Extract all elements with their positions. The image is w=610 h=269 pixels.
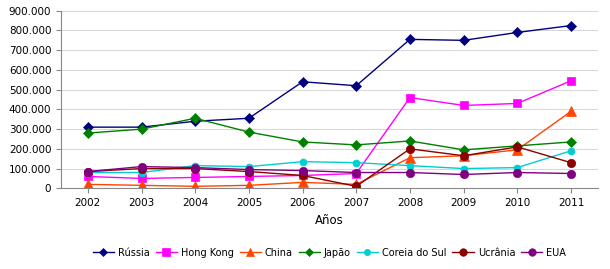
Japão [460,148,467,151]
Coreia do Sul [84,171,92,174]
EUA [353,171,360,174]
Ucrânia [299,174,306,177]
China [514,148,521,151]
Line: EUA: EUA [84,162,575,179]
Japão [406,139,414,143]
Ucrânia [514,145,521,148]
Line: Ucrânia: Ucrânia [84,143,575,190]
Coreia do Sul [406,164,414,167]
Rússia [460,39,467,42]
Line: China: China [83,107,576,191]
Line: Hong Kong: Hong Kong [84,77,575,183]
Coreia do Sul [299,160,306,163]
EUA [192,166,199,169]
Ucrânia [353,185,360,188]
Rússia [514,31,521,34]
Rússia [192,120,199,123]
China [299,181,306,184]
Japão [192,117,199,120]
Ucrânia [192,167,199,170]
China [138,184,145,187]
Japão [299,140,306,144]
Y-axis label: Toneladas: Toneladas [0,70,3,129]
EUA [567,172,575,175]
China [245,184,253,187]
Ucrânia [245,170,253,173]
China [406,156,414,159]
Coreia do Sul [192,164,199,167]
EUA [84,170,92,173]
EUA [406,171,414,174]
Hong Kong [567,79,575,82]
Hong Kong [192,176,199,179]
Coreia do Sul [567,149,575,153]
China [460,154,467,157]
Rússia [299,80,306,83]
Japão [138,128,145,131]
Coreia do Sul [353,161,360,164]
Rússia [84,126,92,129]
Line: Japão: Japão [84,115,575,153]
Line: Coreia do Sul: Coreia do Sul [84,147,575,176]
Coreia do Sul [460,167,467,170]
Japão [84,132,92,135]
Hong Kong [245,175,253,178]
Rússia [353,84,360,87]
Ucrânia [406,147,414,150]
Hong Kong [299,174,306,177]
China [192,185,199,188]
EUA [245,168,253,171]
Coreia do Sul [514,166,521,169]
Rússia [245,117,253,120]
Hong Kong [138,177,145,180]
Hong Kong [514,102,521,105]
Rússia [406,38,414,41]
China [353,183,360,186]
Hong Kong [406,96,414,99]
Ucrânia [84,170,92,173]
China [84,183,92,186]
Hong Kong [84,175,92,178]
Hong Kong [353,172,360,175]
Hong Kong [460,104,467,107]
Ucrânia [567,161,575,164]
EUA [460,173,467,176]
X-axis label: Años: Años [315,214,344,226]
Coreia do Sul [138,171,145,174]
EUA [299,169,306,172]
Ucrânia [460,154,467,157]
Japão [567,140,575,144]
Legend: Rússia, Hong Kong, China, Japão, Coreia do Sul, Ucrânia, EUA: Rússia, Hong Kong, China, Japão, Coreia … [89,244,570,261]
Japão [514,144,521,147]
Ucrânia [138,167,145,170]
Japão [245,130,253,134]
Rússia [138,126,145,129]
Japão [353,143,360,147]
Coreia do Sul [245,165,253,168]
EUA [138,165,145,168]
EUA [514,171,521,174]
Line: Rússia: Rússia [84,22,575,131]
China [567,110,575,113]
Rússia [567,24,575,27]
